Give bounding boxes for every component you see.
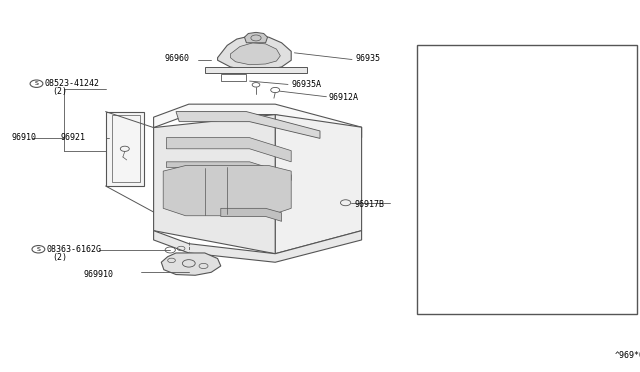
Text: S: S bbox=[450, 167, 454, 172]
Polygon shape bbox=[428, 62, 506, 85]
Polygon shape bbox=[154, 231, 362, 262]
Text: S: S bbox=[440, 167, 444, 172]
Polygon shape bbox=[221, 208, 282, 221]
Polygon shape bbox=[154, 104, 362, 138]
Polygon shape bbox=[440, 94, 492, 114]
Text: 96940: 96940 bbox=[547, 99, 572, 108]
Text: S: S bbox=[35, 81, 38, 86]
Text: 08363-6162G: 08363-6162G bbox=[47, 245, 102, 254]
Text: (2): (2) bbox=[52, 87, 67, 96]
Text: 96912A: 96912A bbox=[328, 93, 358, 102]
Text: 96921: 96921 bbox=[61, 133, 86, 142]
Text: ^969*0.5: ^969*0.5 bbox=[614, 351, 640, 360]
Polygon shape bbox=[106, 112, 144, 186]
Polygon shape bbox=[163, 166, 291, 216]
Text: 96960: 96960 bbox=[164, 54, 189, 63]
Polygon shape bbox=[275, 115, 362, 254]
Polygon shape bbox=[244, 32, 268, 43]
Text: 96910: 96910 bbox=[12, 133, 36, 142]
Text: S: S bbox=[36, 247, 40, 252]
Text: 96942: 96942 bbox=[486, 128, 511, 137]
Polygon shape bbox=[166, 162, 291, 180]
Polygon shape bbox=[448, 98, 483, 110]
Polygon shape bbox=[166, 138, 291, 162]
Text: C. AT: C. AT bbox=[424, 48, 451, 57]
Text: (2): (2) bbox=[52, 253, 67, 262]
Polygon shape bbox=[161, 253, 221, 275]
Text: 969910: 969910 bbox=[83, 270, 113, 279]
Polygon shape bbox=[154, 115, 275, 254]
Text: 96935A: 96935A bbox=[291, 80, 321, 89]
Text: 96917B: 96917B bbox=[355, 200, 385, 209]
Polygon shape bbox=[205, 67, 307, 73]
Polygon shape bbox=[443, 67, 488, 79]
Text: 08523-41242: 08523-41242 bbox=[45, 79, 100, 88]
Polygon shape bbox=[218, 35, 291, 70]
Polygon shape bbox=[176, 112, 320, 138]
Text: (4): (4) bbox=[471, 173, 486, 182]
Bar bbox=[417, 45, 637, 314]
Polygon shape bbox=[230, 43, 280, 65]
Text: 96941: 96941 bbox=[525, 48, 552, 57]
Text: 96935A: 96935A bbox=[525, 72, 554, 81]
Text: 96935: 96935 bbox=[355, 54, 380, 63]
Text: 08540-51642: 08540-51642 bbox=[460, 165, 514, 174]
